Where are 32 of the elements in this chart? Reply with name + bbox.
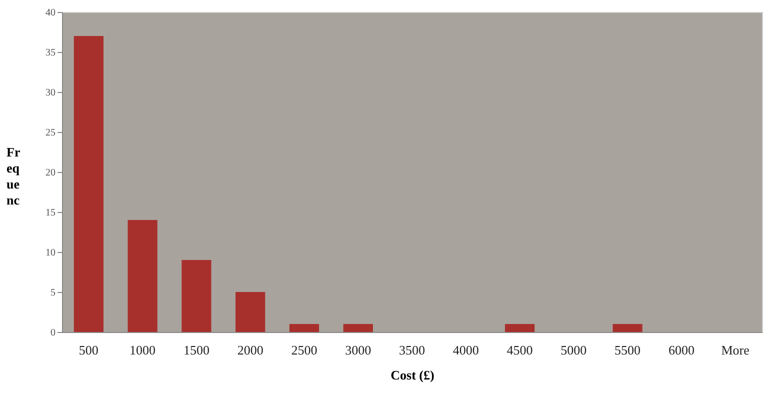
x-tick-label: 5500 (614, 342, 641, 358)
y-axis-title: Fr eq ue nc (6, 144, 20, 208)
x-tick-label: 500 (78, 342, 98, 358)
bar (343, 324, 373, 332)
x-tick-label: 4500 (506, 342, 533, 358)
x-tick-label: 5000 (560, 342, 587, 358)
x-tick-label: 3500 (399, 342, 425, 358)
y-tick-label: 15 (46, 208, 56, 218)
x-tick-label: 2500 (291, 342, 318, 358)
bar (236, 292, 266, 332)
bar (504, 324, 535, 332)
x-axis-title: Cost (£) (390, 368, 434, 382)
y-tick-label: 5 (50, 288, 56, 298)
y-tick-label: 10 (46, 248, 56, 258)
bar (128, 220, 158, 332)
bar (182, 260, 212, 332)
y-tick-label: 30 (46, 88, 56, 98)
x-tick-label: 6000 (668, 342, 694, 358)
x-tick-label: 2000 (237, 342, 264, 358)
x-tick-label: More (721, 342, 750, 358)
x-tick-label: 1000 (130, 342, 156, 358)
bar (612, 324, 642, 332)
x-tick-label: 1500 (183, 342, 210, 358)
y-tick-label: 40 (46, 8, 56, 18)
x-tick-label: 3000 (345, 342, 372, 358)
y-tick-label: 25 (46, 128, 56, 138)
bar (74, 36, 104, 332)
bar (289, 324, 320, 332)
y-tick-label: 35 (46, 48, 56, 58)
x-tick-label: 4000 (452, 342, 479, 358)
y-tick-label: 20 (46, 168, 56, 178)
y-tick-label: 0 (50, 328, 56, 338)
